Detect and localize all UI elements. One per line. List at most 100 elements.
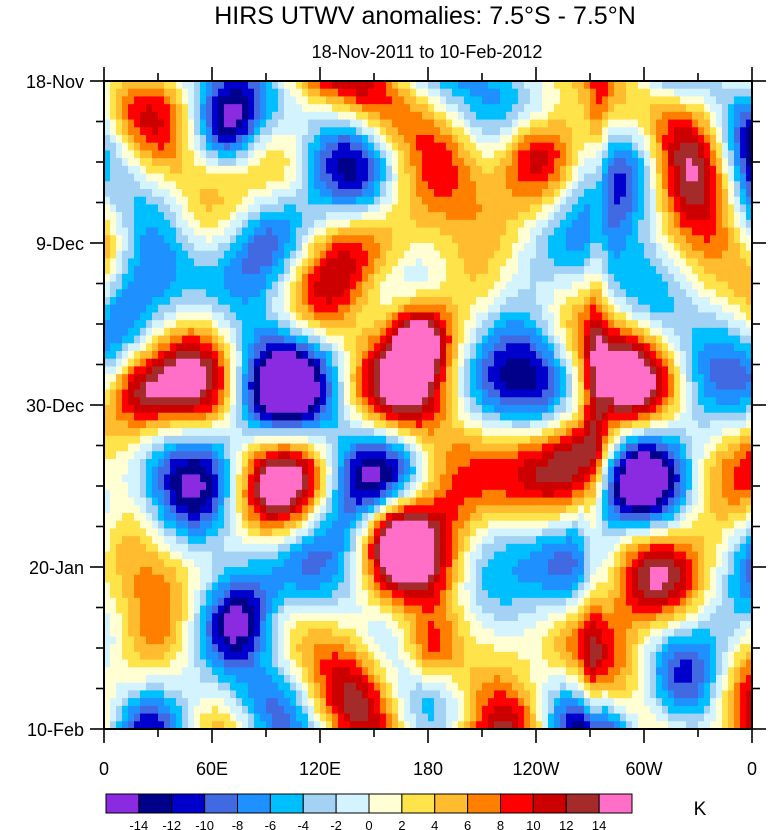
- heatmap-cell: [734, 88, 741, 98]
- heatmap-cell: [350, 111, 357, 121]
- heatmap-cell: [338, 266, 345, 275]
- heatmap-cell: [290, 381, 297, 391]
- heatmap-cell: [266, 327, 273, 337]
- heatmap-cell: [284, 281, 291, 290]
- heatmap-cell: [716, 158, 723, 167]
- heatmap-cell: [200, 343, 207, 352]
- heatmap-cell: [164, 150, 171, 159]
- heatmap-cell: [182, 266, 189, 275]
- heatmap-cell: [302, 173, 309, 182]
- heatmap-cell: [374, 150, 381, 159]
- heatmap-cell: [362, 243, 369, 252]
- heatmap-cell: [134, 428, 141, 437]
- heatmap-cell: [158, 127, 165, 136]
- heatmap-cell: [284, 135, 291, 144]
- heatmap-cell: [266, 351, 273, 360]
- heatmap-cell: [590, 189, 597, 198]
- heatmap-cell: [488, 258, 495, 267]
- heatmap-cell: [644, 142, 651, 152]
- heatmap-cell: [386, 150, 393, 159]
- heatmap-cell: [152, 281, 159, 290]
- heatmap-cell: [362, 366, 369, 375]
- heatmap-cell: [512, 312, 519, 321]
- heatmap-cell: [698, 297, 705, 306]
- heatmap-cell: [554, 289, 561, 298]
- heatmap-cell: [518, 181, 525, 190]
- heatmap-cell: [716, 196, 723, 206]
- heatmap-cell: [596, 397, 603, 406]
- heatmap-cell: [422, 351, 429, 360]
- heatmap-cell: [320, 266, 327, 275]
- heatmap-cell: [746, 235, 753, 244]
- heatmap-cell: [224, 281, 231, 290]
- heatmap-cell: [710, 374, 717, 383]
- heatmap-cell: [254, 266, 261, 275]
- heatmap-cell: [554, 189, 561, 198]
- heatmap-cell: [566, 235, 573, 244]
- heatmap-cell: [140, 88, 147, 98]
- heatmap-cell: [380, 250, 387, 260]
- heatmap-cell: [656, 219, 663, 229]
- heatmap-cell: [200, 428, 207, 437]
- heatmap-cell: [686, 219, 693, 229]
- heatmap-cell: [212, 273, 219, 283]
- heatmap-cell: [590, 158, 597, 167]
- heatmap-cell: [410, 327, 417, 337]
- heatmap-cell: [362, 273, 369, 283]
- heatmap-cell: [590, 243, 597, 252]
- heatmap-cell: [290, 397, 297, 406]
- heatmap-cell: [158, 119, 165, 128]
- heatmap-cell: [134, 189, 141, 198]
- heatmap-cell: [200, 119, 207, 128]
- heatmap-cell: [110, 96, 117, 105]
- heatmap-cell: [590, 420, 597, 429]
- heatmap-cell: [494, 81, 501, 90]
- heatmap-cell: [362, 212, 369, 221]
- heatmap-cell: [566, 119, 573, 128]
- heatmap-cell: [734, 273, 741, 283]
- heatmap-cell: [164, 235, 171, 244]
- heatmap-cell: [578, 243, 585, 252]
- heatmap-cell: [290, 258, 297, 267]
- heatmap-cell: [536, 96, 543, 105]
- heatmap-cell: [650, 212, 657, 221]
- heatmap-cell: [290, 212, 297, 221]
- heatmap-cell: [656, 96, 663, 105]
- heatmap-cell: [692, 111, 699, 121]
- heatmap-cell: [626, 204, 633, 213]
- heatmap-cell: [188, 320, 195, 329]
- heatmap-cell: [710, 273, 717, 283]
- heatmap-cell: [698, 81, 705, 90]
- heatmap-cell: [152, 212, 159, 221]
- heatmap-cell: [110, 297, 117, 306]
- heatmap-cell: [176, 358, 183, 368]
- heatmap-cell: [284, 412, 291, 422]
- heatmap-cell: [506, 196, 513, 206]
- heatmap-cell: [248, 243, 255, 252]
- heatmap-cell: [662, 358, 669, 368]
- heatmap-cell: [320, 196, 327, 206]
- heatmap-cell: [452, 173, 459, 182]
- heatmap-cell: [344, 420, 351, 429]
- heatmap-cell: [428, 96, 435, 105]
- heatmap-cell: [158, 227, 165, 236]
- heatmap-cell: [146, 142, 153, 152]
- heatmap-cell: [464, 158, 471, 167]
- heatmap-cell: [644, 289, 651, 298]
- heatmap-cell: [506, 397, 513, 406]
- heatmap-cell: [134, 181, 141, 190]
- heatmap-cell: [602, 250, 609, 260]
- heatmap-cell: [536, 227, 543, 236]
- heatmap-cell: [530, 219, 537, 229]
- heatmap-cell: [332, 196, 339, 206]
- heatmap-cell: [692, 96, 699, 105]
- heatmap-cell: [368, 420, 375, 429]
- heatmap-cell: [584, 304, 591, 314]
- heatmap-cell: [482, 374, 489, 383]
- heatmap-cell: [344, 243, 351, 252]
- heatmap-cell: [254, 389, 261, 398]
- heatmap-cell: [200, 165, 207, 175]
- heatmap-cell: [518, 320, 525, 329]
- heatmap-cell: [740, 81, 747, 90]
- heatmap-cell: [638, 219, 645, 229]
